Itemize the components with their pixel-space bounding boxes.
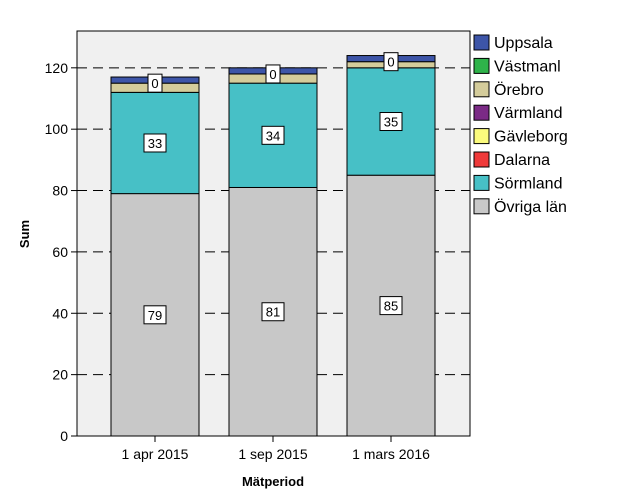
x-tick-label-1: 1 sep 2015 [238, 446, 307, 462]
legend-swatch-2 [473, 81, 490, 98]
legend-swatch-1 [473, 57, 490, 74]
x-axis-title: Mätperiod [242, 474, 304, 489]
legend-label-6: Sörmland [494, 175, 562, 192]
legend-label-2: Örebro [494, 81, 544, 99]
legend-swatch-6 [473, 174, 490, 191]
data-label-box-0-0 [143, 305, 167, 325]
data-label-2-6: 0 [387, 55, 394, 70]
data-labels: 79 33 0 81 34 0 85 35 0 [143, 52, 403, 325]
data-label-box-2-1 [379, 112, 403, 132]
data-label-0-0: 79 [148, 308, 162, 323]
y-tick-label-120: 120 [45, 60, 69, 76]
legend-label-1: Västmanl [494, 58, 561, 75]
axes: 1 apr 2015 1 sep 2015 1 mars 2016 0 20 40 60 80… [45, 60, 430, 462]
legend-label-5: Dalarna [494, 152, 550, 169]
y-tick-label-20: 20 [52, 367, 68, 383]
data-label-box-1-0 [261, 302, 285, 322]
legend-label-3: Värmland [494, 105, 562, 122]
legend-swatch-7 [473, 198, 490, 215]
data-label-0-1: 33 [148, 136, 162, 151]
x-tick-label-0: 1 apr 2015 [122, 446, 189, 462]
data-label-1-1: 34 [266, 128, 280, 143]
y-tick-label-60: 60 [52, 244, 68, 260]
legend-label-0: Uppsala [494, 35, 553, 52]
legend-swatch-4 [473, 128, 490, 145]
data-label-box-0-6 [147, 73, 163, 93]
data-label-box-2-6 [383, 52, 399, 72]
y-tick-label-80: 80 [52, 183, 68, 199]
y-tick-label-40: 40 [52, 305, 68, 321]
x-tick-label-2: 1 mars 2016 [352, 446, 430, 462]
y-axis-title: Sum [17, 220, 32, 248]
legend-swatch-5 [473, 151, 490, 168]
legend: Uppsala Västmanl Örebro Värmland Gävleborg Da… [473, 34, 568, 216]
data-label-2-0: 85 [384, 299, 398, 314]
y-tick-label-100: 100 [45, 121, 69, 137]
data-label-box-0-1 [143, 133, 167, 153]
data-label-box-1-6 [265, 64, 281, 84]
data-label-box-1-1 [261, 125, 285, 145]
y-tick-label-0: 0 [60, 428, 68, 444]
bars [110, 55, 436, 437]
legend-label-4: Gävleborg [494, 129, 568, 146]
data-label-box-2-0 [379, 296, 403, 316]
data-label-1-0: 81 [266, 305, 280, 320]
data-label-0-6: 0 [151, 76, 158, 91]
legend-label-7: Övriga län [494, 198, 567, 216]
data-label-2-1: 35 [384, 115, 398, 130]
legend-swatch-0 [473, 34, 490, 51]
data-label-1-6: 0 [269, 67, 276, 82]
legend-swatch-3 [473, 104, 490, 121]
